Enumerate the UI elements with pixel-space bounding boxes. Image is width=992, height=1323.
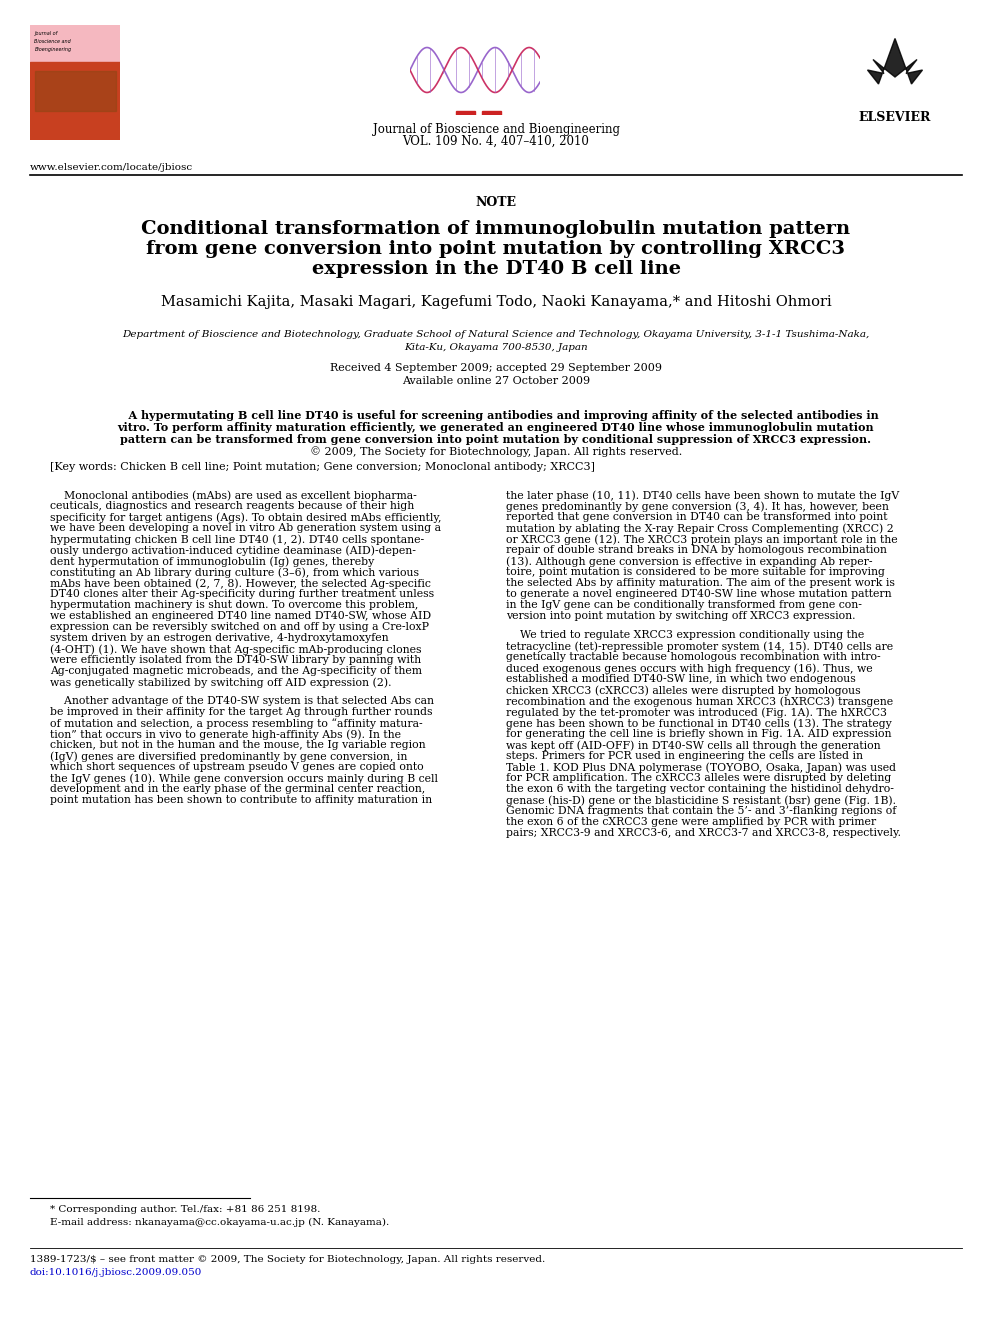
Text: Bioengineering: Bioengineering xyxy=(35,46,71,52)
Text: specificity for target antigens (Ags). To obtain desired mAbs efficiently,: specificity for target antigens (Ags). T… xyxy=(50,512,441,523)
Text: ously undergo activation-induced cytidine deaminase (AID)-depen-: ously undergo activation-induced cytidin… xyxy=(50,545,416,556)
Text: ceuticals, diagnostics and research reagents because of their high: ceuticals, diagnostics and research reag… xyxy=(50,501,415,511)
Text: dent hypermutation of immunoglobulin (Ig) genes, thereby: dent hypermutation of immunoglobulin (Ig… xyxy=(50,556,374,566)
Text: steps. Primers for PCR used in engineering the cells are listed in: steps. Primers for PCR used in engineeri… xyxy=(506,751,863,761)
Text: Conditional transformation of immunoglobulin mutation pattern: Conditional transformation of immunoglob… xyxy=(142,220,850,238)
Text: we have been developing a novel in vitro Ab generation system using a: we have been developing a novel in vitro… xyxy=(50,523,441,533)
Text: were efficiently isolated from the DT40-SW library by panning with: were efficiently isolated from the DT40-… xyxy=(50,655,422,665)
Text: Masamichi Kajita, Masaki Magari, Kagefumi Todo, Naoki Kanayama,* and Hitoshi Ohm: Masamichi Kajita, Masaki Magari, Kagefum… xyxy=(161,295,831,310)
Text: © 2009, The Society for Biotechnology, Japan. All rights reserved.: © 2009, The Society for Biotechnology, J… xyxy=(310,446,682,456)
Text: genes predominantly by gene conversion (3, 4). It has, however, been: genes predominantly by gene conversion (… xyxy=(506,501,889,512)
Text: genetically tractable because homologous recombination with intro-: genetically tractable because homologous… xyxy=(506,652,881,662)
Text: ELSEVIER: ELSEVIER xyxy=(859,111,931,123)
Text: vitro. To perform affinity maturation efficiently, we generated an engineered DT: vitro. To perform affinity maturation ef… xyxy=(118,422,874,433)
Text: VOL. 109 No. 4, 407–410, 2010: VOL. 109 No. 4, 407–410, 2010 xyxy=(403,135,589,148)
Text: [Key words: Chicken B cell line; Point mutation; Gene conversion; Monoclonal ant: [Key words: Chicken B cell line; Point m… xyxy=(50,462,595,472)
Bar xyxy=(481,111,501,128)
Text: hypermutating chicken B cell line DT40 (1, 2). DT40 cells spontane-: hypermutating chicken B cell line DT40 (… xyxy=(50,534,425,545)
Text: established a modified DT40-SW line, in which two endogenous: established a modified DT40-SW line, in … xyxy=(506,673,856,684)
Text: (13). Although gene conversion is effective in expanding Ab reper-: (13). Although gene conversion is effect… xyxy=(506,556,873,566)
Text: Available online 27 October 2009: Available online 27 October 2009 xyxy=(402,376,590,386)
Text: or XRCC3 gene (12). The XRCC3 protein plays an important role in the: or XRCC3 gene (12). The XRCC3 protein pl… xyxy=(506,534,898,545)
Text: of mutation and selection, a process resembling to “affinity matura-: of mutation and selection, a process res… xyxy=(50,718,423,729)
Bar xyxy=(455,111,475,128)
Text: Department of Bioscience and Biotechnology, Graduate School of Natural Science a: Department of Bioscience and Biotechnolo… xyxy=(122,329,870,339)
Text: expression can be reversibly switched on and off by using a Cre-loxP: expression can be reversibly switched on… xyxy=(50,622,429,632)
Text: version into point mutation by switching off XRCC3 expression.: version into point mutation by switching… xyxy=(506,611,855,620)
Text: we established an engineered DT40 line named DT40-SW, whose AID: we established an engineered DT40 line n… xyxy=(50,611,432,620)
Text: point mutation has been shown to contribute to affinity maturation in: point mutation has been shown to contrib… xyxy=(50,795,433,804)
Text: Table 1. KOD Plus DNA polymerase (TOYOBO, Osaka, Japan) was used: Table 1. KOD Plus DNA polymerase (TOYOBO… xyxy=(506,762,896,773)
Text: Bioscience and: Bioscience and xyxy=(35,38,71,44)
Text: tion” that occurs in vivo to generate high-affinity Abs (9). In the: tion” that occurs in vivo to generate hi… xyxy=(50,729,401,740)
Bar xyxy=(30,25,120,62)
Text: chicken, but not in the human and the mouse, the Ig variable region: chicken, but not in the human and the mo… xyxy=(50,740,426,750)
Text: from gene conversion into point mutation by controlling XRCC3: from gene conversion into point mutation… xyxy=(147,239,845,258)
Text: gene has been shown to be functional in DT40 cells (13). The strategy: gene has been shown to be functional in … xyxy=(506,718,892,729)
Text: for generating the cell line is briefly shown in Fig. 1A. AID expression: for generating the cell line is briefly … xyxy=(506,729,892,740)
Text: the exon 6 with the targeting vector containing the histidinol dehydro-: the exon 6 with the targeting vector con… xyxy=(506,785,894,794)
Text: E-mail address: nkanayama@cc.okayama-u.ac.jp (N. Kanayama).: E-mail address: nkanayama@cc.okayama-u.a… xyxy=(50,1218,389,1228)
Text: the exon 6 of the cXRCC3 gene were amplified by PCR with primer: the exon 6 of the cXRCC3 gene were ampli… xyxy=(506,818,876,827)
Text: Monoclonal antibodies (mAbs) are used as excellent biopharma-: Monoclonal antibodies (mAbs) are used as… xyxy=(50,490,417,500)
Text: doi:10.1016/j.jbiosc.2009.09.050: doi:10.1016/j.jbiosc.2009.09.050 xyxy=(30,1267,202,1277)
Text: mAbs have been obtained (2, 7, 8). However, the selected Ag-specific: mAbs have been obtained (2, 7, 8). Howev… xyxy=(50,578,431,589)
Text: We tried to regulate XRCC3 expression conditionally using the: We tried to regulate XRCC3 expression co… xyxy=(506,630,864,640)
Text: repair of double strand breaks in DNA by homologous recombination: repair of double strand breaks in DNA by… xyxy=(506,545,887,556)
Text: Another advantage of the DT40-SW system is that selected Abs can: Another advantage of the DT40-SW system … xyxy=(50,696,434,706)
Text: * Corresponding author. Tel./fax: +81 86 251 8198.: * Corresponding author. Tel./fax: +81 86… xyxy=(50,1205,320,1215)
Bar xyxy=(30,62,120,140)
Text: reported that gene conversion in DT40 can be transformed into point: reported that gene conversion in DT40 ca… xyxy=(506,512,888,523)
Text: Kita-Ku, Okayama 700-8530, Japan: Kita-Ku, Okayama 700-8530, Japan xyxy=(404,343,588,352)
Text: 1389-1723/$ – see front matter © 2009, The Society for Biotechnology, Japan. All: 1389-1723/$ – see front matter © 2009, T… xyxy=(30,1256,546,1263)
Bar xyxy=(35,71,115,111)
Text: Journal of Bioscience and Bioengineering: Journal of Bioscience and Bioengineering xyxy=(373,123,619,136)
Text: Ag-conjugated magnetic microbeads, and the Ag-specificity of them: Ag-conjugated magnetic microbeads, and t… xyxy=(50,665,422,676)
Text: (IgV) genes are diversified predominantly by gene conversion, in: (IgV) genes are diversified predominantl… xyxy=(50,751,408,762)
Text: was kept off (AID-OFF) in DT40-SW cells all through the generation: was kept off (AID-OFF) in DT40-SW cells … xyxy=(506,740,881,750)
Text: tetracycline (tet)-repressible promoter system (14, 15). DT40 cells are: tetracycline (tet)-repressible promoter … xyxy=(506,642,893,651)
Text: the later phase (10, 11). DT40 cells have been shown to mutate the IgV: the later phase (10, 11). DT40 cells hav… xyxy=(506,490,900,500)
Text: Journal of: Journal of xyxy=(35,30,58,36)
Text: be improved in their affinity for the target Ag through further rounds: be improved in their affinity for the ta… xyxy=(50,706,433,717)
Text: hypermutation machinery is shut down. To overcome this problem,: hypermutation machinery is shut down. To… xyxy=(50,601,419,610)
Text: pairs; XRCC3-9 and XRCC3-6, and XRCC3-7 and XRCC3-8, respectively.: pairs; XRCC3-9 and XRCC3-6, and XRCC3-7 … xyxy=(506,828,901,837)
Polygon shape xyxy=(867,38,923,83)
Text: genase (his-D) gene or the blasticidine S resistant (bsr) gene (Fig. 1B).: genase (his-D) gene or the blasticidine … xyxy=(506,795,896,806)
Text: Received 4 September 2009; accepted 29 September 2009: Received 4 September 2009; accepted 29 S… xyxy=(330,363,662,373)
Text: chicken XRCC3 (cXRCC3) alleles were disrupted by homologous: chicken XRCC3 (cXRCC3) alleles were disr… xyxy=(506,685,861,696)
Text: development and in the early phase of the germinal center reaction,: development and in the early phase of th… xyxy=(50,785,426,794)
Text: (4-OHT) (1). We have shown that Ag-specific mAb-producing clones: (4-OHT) (1). We have shown that Ag-speci… xyxy=(50,644,422,655)
Text: A hypermutating B cell line DT40 is useful for screening antibodies and improvin: A hypermutating B cell line DT40 is usef… xyxy=(113,410,879,421)
Text: expression in the DT40 B cell line: expression in the DT40 B cell line xyxy=(311,261,681,278)
Text: to generate a novel engineered DT40-SW line whose mutation pattern: to generate a novel engineered DT40-SW l… xyxy=(506,589,892,599)
Text: duced exogenous genes occurs with high frequency (16). Thus, we: duced exogenous genes occurs with high f… xyxy=(506,663,873,673)
Text: pattern can be transformed from gene conversion into point mutation by condition: pattern can be transformed from gene con… xyxy=(120,434,872,445)
Text: www.elsevier.com/locate/jbiosc: www.elsevier.com/locate/jbiosc xyxy=(30,163,193,172)
Text: system driven by an estrogen derivative, 4-hydroxytamoxyfen: system driven by an estrogen derivative,… xyxy=(50,632,389,643)
Text: in the IgV gene can be conditionally transformed from gene con-: in the IgV gene can be conditionally tra… xyxy=(506,601,862,610)
Text: NOTE: NOTE xyxy=(475,196,517,209)
Text: was genetically stabilized by switching off AID expression (2).: was genetically stabilized by switching … xyxy=(50,677,392,688)
Text: the IgV genes (10). While gene conversion occurs mainly during B cell: the IgV genes (10). While gene conversio… xyxy=(50,773,438,783)
Text: mutation by ablating the X-ray Repair Cross Complementing (XRCC) 2: mutation by ablating the X-ray Repair Cr… xyxy=(506,523,894,533)
Text: the selected Abs by affinity maturation. The aim of the present work is: the selected Abs by affinity maturation.… xyxy=(506,578,895,587)
Text: Genomic DNA fragments that contain the 5’- and 3’-flanking regions of: Genomic DNA fragments that contain the 5… xyxy=(506,806,897,816)
Text: recombination and the exogenous human XRCC3 (hXRCC3) transgene: recombination and the exogenous human XR… xyxy=(506,696,893,706)
Text: for PCR amplification. The cXRCC3 alleles were disrupted by deleting: for PCR amplification. The cXRCC3 allele… xyxy=(506,773,891,783)
Text: which short sequences of upstream pseudo V genes are copied onto: which short sequences of upstream pseudo… xyxy=(50,762,424,773)
Text: DT40 clones alter their Ag-specificity during further treatment unless: DT40 clones alter their Ag-specificity d… xyxy=(50,589,434,599)
Text: regulated by the tet-promoter was introduced (Fig. 1A). The hXRCC3: regulated by the tet-promoter was introd… xyxy=(506,706,887,717)
Text: constituting an Ab library during culture (3–6), from which various: constituting an Ab library during cultur… xyxy=(50,568,419,578)
Text: toire, point mutation is considered to be more suitable for improving: toire, point mutation is considered to b… xyxy=(506,568,885,577)
